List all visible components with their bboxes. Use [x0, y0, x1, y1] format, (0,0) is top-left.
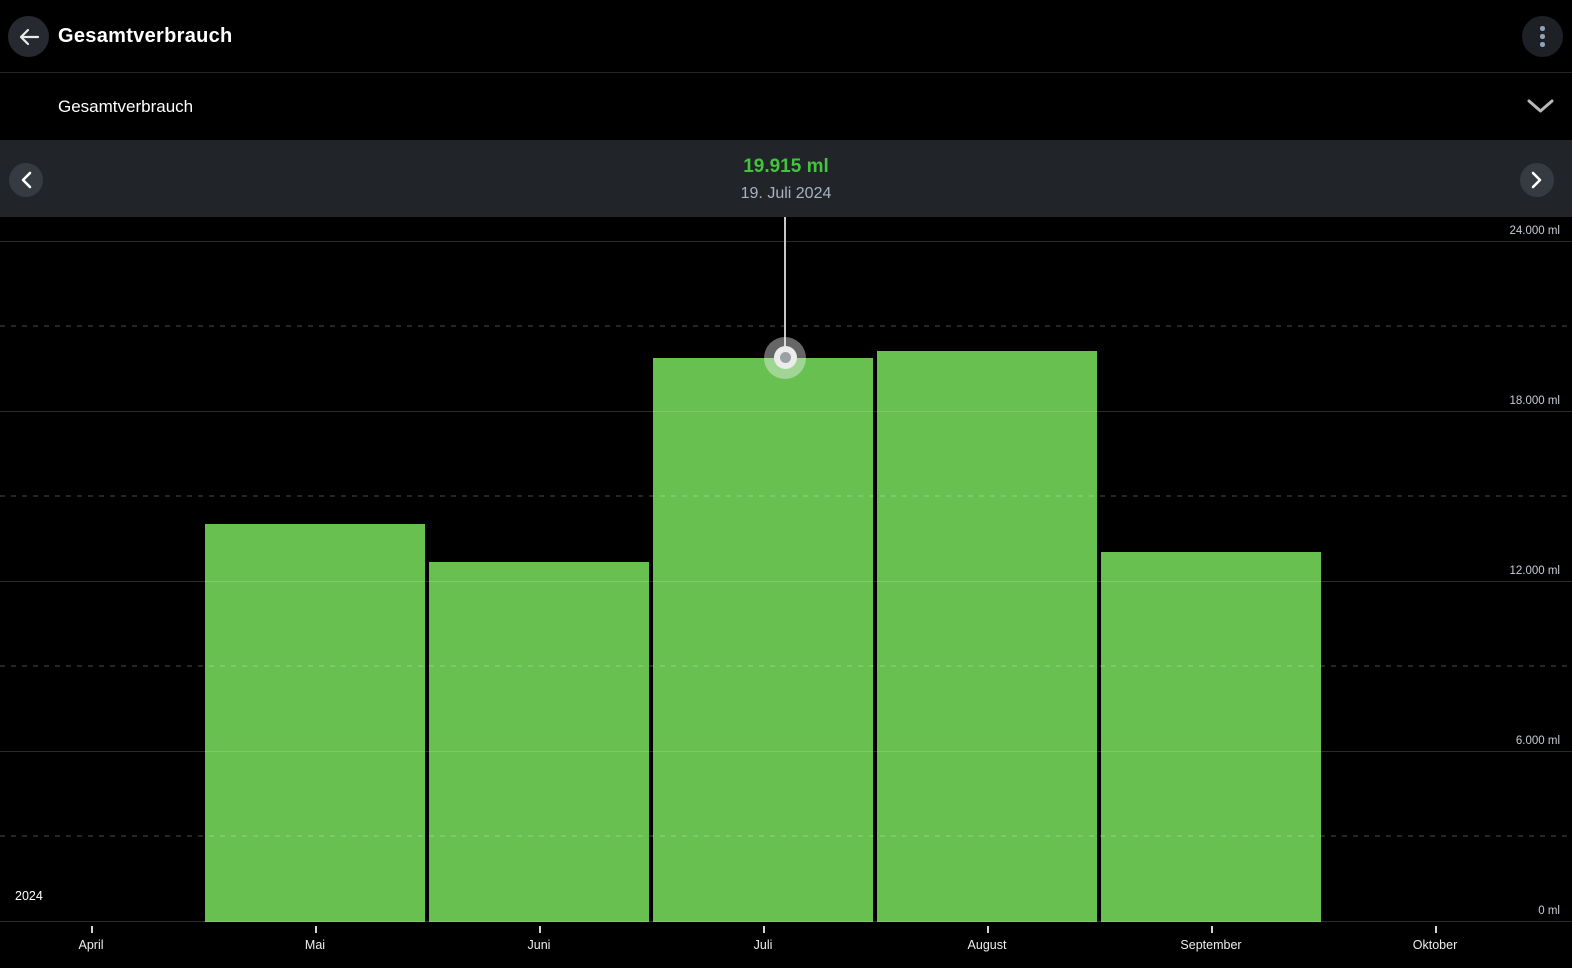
year-label: 2024 — [15, 889, 43, 903]
y-axis-label: 6.000 ml — [1515, 735, 1560, 747]
chevron-down-icon — [1527, 99, 1554, 114]
x-axis-label-mai: Mai — [304, 938, 326, 952]
metric-selector-label: Gesamtverbrauch — [58, 96, 194, 116]
x-axis: April Mai Juni Juli August September Oktober — [0, 922, 1572, 968]
back-button[interactable] — [8, 16, 49, 57]
selected-date: 19. Juli 2024 — [740, 185, 832, 202]
previous-period-button[interactable] — [9, 163, 43, 197]
x-axis-label-oktober: Oktober — [1412, 938, 1458, 952]
y-axis-label: 0 ml — [1538, 905, 1560, 917]
x-axis-tick — [91, 926, 93, 933]
overflow-menu-button[interactable] — [1522, 16, 1563, 57]
bar-september[interactable] — [1101, 552, 1321, 922]
bar-juli[interactable] — [653, 357, 873, 922]
bar-august[interactable] — [877, 351, 1097, 922]
header: Gesamtverbrauch — [0, 0, 1572, 73]
x-axis-label-april: April — [78, 938, 104, 952]
x-axis-tick — [1211, 926, 1213, 933]
gridline-minor — [0, 325, 1572, 327]
x-axis-tick — [539, 926, 541, 933]
page-title: Gesamtverbrauch — [58, 24, 233, 47]
x-axis-tick — [1435, 926, 1437, 933]
bar-juni[interactable] — [429, 562, 649, 922]
selection-info: 19.915 ml 19. Juli 2024 — [0, 154, 1572, 206]
x-axis-label-juli: Juli — [753, 938, 773, 952]
selected-value: 19.915 ml — [743, 156, 829, 177]
x-axis-tick — [315, 926, 317, 933]
bar-chart: 0 ml 6.000 ml 12.000 ml 18.000 ml 24.000 ml … — [0, 217, 1572, 922]
selection-strip: 19.915 ml 19. Juli 2024 — [0, 140, 1572, 217]
x-axis-label-august: August — [967, 938, 1007, 952]
x-axis-label-september: September — [1180, 938, 1242, 952]
selection-marker[interactable] — [764, 336, 806, 379]
kebab-menu-icon — [1540, 26, 1545, 47]
next-period-button[interactable] — [1520, 163, 1554, 197]
selection-dropline — [784, 217, 786, 358]
x-axis-tick — [987, 926, 989, 933]
selection-marker-ring — [773, 346, 797, 370]
y-axis-label: 18.000 ml — [1509, 395, 1560, 407]
x-axis-tick — [763, 926, 765, 933]
metric-selector[interactable]: Gesamtverbrauch — [0, 73, 1572, 140]
bar-mai[interactable] — [205, 523, 425, 922]
y-axis-label: 12.000 ml — [1509, 565, 1560, 577]
gridline-major — [0, 240, 1572, 242]
x-axis-label-juni: Juni — [527, 938, 551, 952]
back-arrow-icon — [18, 28, 40, 46]
selection-marker-core — [779, 352, 791, 364]
y-axis-label: 24.000 ml — [1509, 225, 1560, 237]
chevron-left-icon — [20, 171, 32, 189]
chevron-right-icon — [1531, 171, 1543, 189]
